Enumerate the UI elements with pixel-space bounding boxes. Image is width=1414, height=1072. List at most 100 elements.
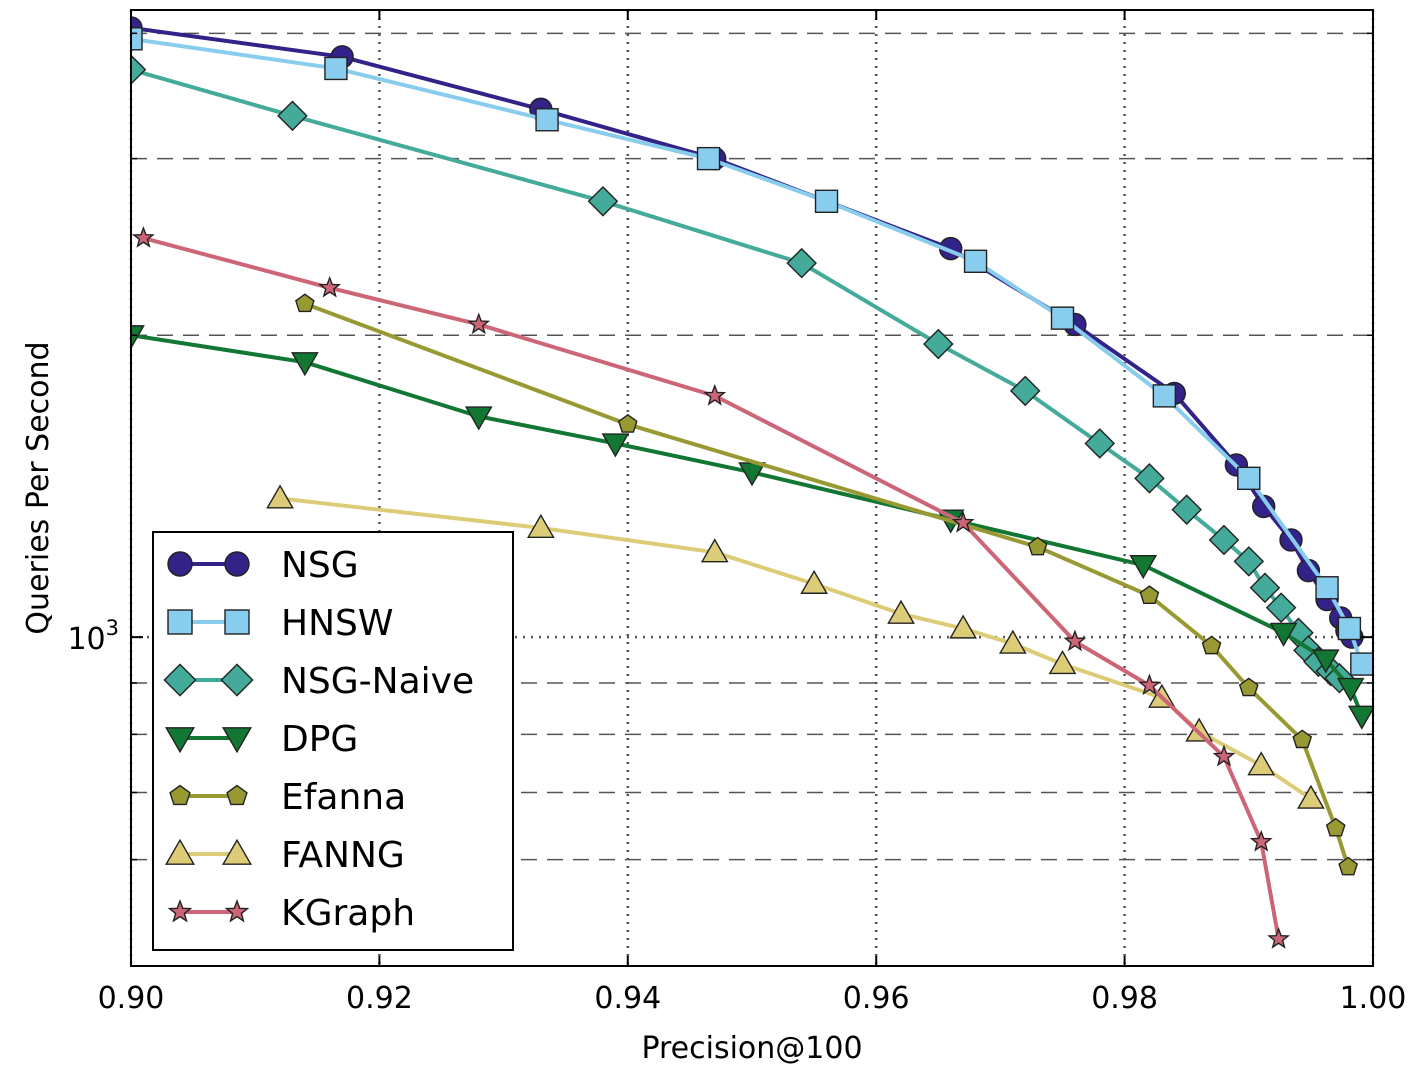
data-point-nsg-naive xyxy=(1265,592,1297,623)
data-point-kgraph xyxy=(1212,744,1236,767)
data-point-kgraph xyxy=(703,383,727,406)
data-point-efanna xyxy=(1027,536,1048,556)
data-point-nsg-naive xyxy=(923,328,954,360)
legend-marker-hnsw xyxy=(224,609,250,635)
data-point-hnsw xyxy=(1337,616,1362,641)
data-point-hnsw xyxy=(696,146,721,171)
legend-marker-nsg xyxy=(224,551,250,577)
x-tick-label: 0.92 xyxy=(346,981,413,1016)
legend-item-efanna: Efanna xyxy=(169,777,406,818)
data-point-nsg-naive xyxy=(131,54,147,85)
data-point-fanng xyxy=(1185,717,1213,742)
data-point-kgraph xyxy=(132,226,155,248)
data-point-dpg xyxy=(1129,554,1158,580)
legend: NSG HNSW NSG-Naive DPG Efanna FANNG KGraph xyxy=(152,531,514,951)
data-point-dpg xyxy=(1311,649,1340,674)
x-tick-label: 0.94 xyxy=(594,981,661,1016)
data-point-nsg-naive xyxy=(587,186,619,217)
data-point-hnsw xyxy=(1350,652,1373,676)
legend-marker-nsg-naive xyxy=(163,663,197,697)
legend-label-fanng: FANNG xyxy=(281,835,405,876)
series-line-kgraph xyxy=(142,236,1281,940)
legend-item-nsg-naive: NSG-Naive xyxy=(163,661,474,702)
data-point-efanna xyxy=(1338,856,1359,876)
data-point-fanng xyxy=(800,569,828,594)
data-point-kgraph xyxy=(318,275,342,298)
legend-marker-efanna xyxy=(226,784,248,806)
legend-label-kgraph: KGraph xyxy=(281,893,415,934)
data-point-efanna xyxy=(1201,635,1222,655)
data-point-efanna xyxy=(1292,729,1313,749)
legend-marker-kgraph xyxy=(167,899,193,923)
data-point-fanng xyxy=(1297,784,1325,809)
data-point-hnsw xyxy=(1050,306,1075,330)
data-point-nsg-naive xyxy=(1208,524,1240,556)
legend-marker-dpg xyxy=(164,727,196,754)
legend-item-hnsw: HNSW xyxy=(167,603,393,644)
data-point-efanna xyxy=(295,293,315,313)
data-point-dpg xyxy=(464,406,493,431)
legend-label-efanna: Efanna xyxy=(281,777,406,818)
data-point-hnsw xyxy=(814,189,839,214)
x-tick-label: 0.96 xyxy=(843,981,910,1016)
data-point-hnsw xyxy=(1315,576,1339,600)
data-point-nsg-naive xyxy=(1084,428,1116,459)
legend-marker-kgraph xyxy=(224,899,250,923)
data-point-efanna xyxy=(1238,677,1259,697)
data-point-dpg xyxy=(1347,705,1373,730)
data-point-dpg xyxy=(291,352,319,377)
data-point-efanna xyxy=(1139,585,1160,605)
data-point-nsg-naive xyxy=(1171,494,1202,525)
data-point-dpg xyxy=(131,325,145,350)
series-efanna xyxy=(295,293,1359,876)
data-point-hnsw xyxy=(131,27,143,51)
data-point-efanna xyxy=(617,413,638,433)
data-point-hnsw xyxy=(1152,384,1177,408)
data-point-hnsw xyxy=(324,56,348,81)
data-point-nsg-naive xyxy=(1249,572,1281,604)
legend-label-dpg: DPG xyxy=(281,719,358,760)
data-point-kgraph xyxy=(1063,629,1087,652)
data-point-fanng xyxy=(1048,650,1077,675)
data-point-kgraph xyxy=(1267,927,1291,949)
data-point-dpg xyxy=(1336,677,1365,702)
x-tick-label: 1.00 xyxy=(1340,981,1407,1016)
data-point-kgraph xyxy=(1249,829,1273,852)
legend-marker-hnsw xyxy=(167,609,193,635)
data-point-hnsw xyxy=(1237,466,1261,491)
legend-label-nsg: NSG xyxy=(281,545,359,586)
data-point-kgraph xyxy=(467,312,491,335)
x-axis-label: Precision@100 xyxy=(641,1031,862,1066)
legend-label-nsg-naive: NSG-Naive xyxy=(281,661,474,702)
axis-labels: Precision@100 Queries Per Second xyxy=(21,341,863,1066)
data-point-nsg-naive xyxy=(1009,375,1041,407)
data-point-fanng xyxy=(998,629,1027,654)
series-hnsw xyxy=(131,27,1373,676)
data-point-nsg-naive xyxy=(1233,546,1265,577)
legend-label-hnsw: HNSW xyxy=(281,603,393,644)
x-tick-label: 0.90 xyxy=(98,981,165,1016)
y-axis-label: Queries Per Second xyxy=(21,341,56,634)
data-point-nsg-naive xyxy=(277,100,308,132)
series-layer xyxy=(131,16,1373,949)
series-nsg-naive xyxy=(131,54,1355,694)
data-point-fanng xyxy=(527,513,555,538)
data-point-fanng xyxy=(266,484,294,509)
legend-marker-dpg xyxy=(221,727,253,754)
data-point-nsg-naive xyxy=(1134,463,1165,494)
legend-marker-efanna xyxy=(169,784,191,806)
data-point-fanng xyxy=(700,538,729,563)
data-point-fanng xyxy=(1247,751,1276,776)
legend-item-dpg: DPG xyxy=(164,719,358,760)
data-point-kgraph xyxy=(951,510,975,533)
legend-box xyxy=(152,531,514,951)
data-point-dpg xyxy=(1269,622,1298,647)
data-point-fanng xyxy=(949,614,977,639)
series-kgraph xyxy=(132,226,1291,949)
legend-item-nsg: NSG xyxy=(167,545,359,586)
data-point-nsg xyxy=(1252,494,1276,519)
plot-frame xyxy=(130,9,1374,967)
legend-item-kgraph: KGraph xyxy=(167,893,415,934)
